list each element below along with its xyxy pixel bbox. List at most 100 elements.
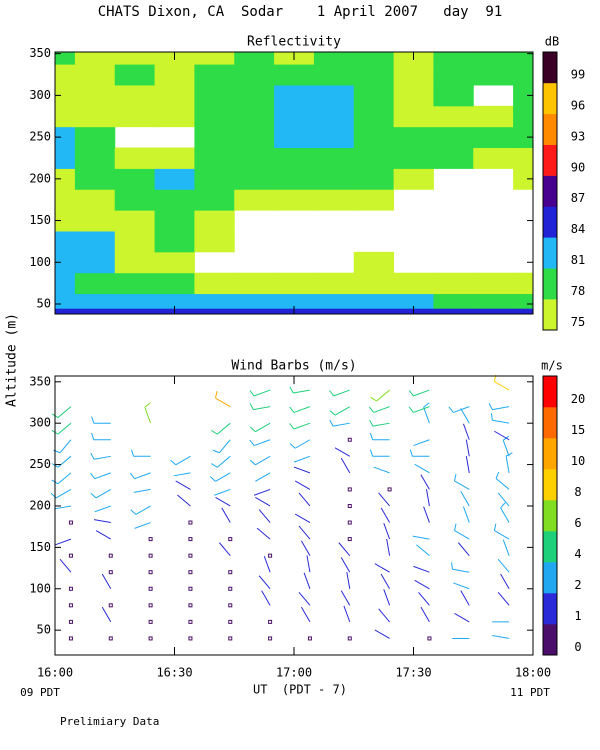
contour-cell <box>234 52 275 65</box>
colorbar-band <box>543 500 557 532</box>
wind-barb <box>298 591 311 606</box>
colorbar-label: 75 <box>571 315 585 329</box>
wind-barb <box>414 579 430 590</box>
contour-cell <box>114 105 156 128</box>
wind-barb <box>493 523 510 540</box>
contour-cell <box>194 147 235 169</box>
wind-barb <box>454 612 470 623</box>
wind-barb <box>258 575 271 590</box>
calm-marker <box>148 603 153 608</box>
wind-barb <box>249 403 271 411</box>
calm-marker <box>108 603 113 608</box>
colorbar-band <box>543 438 557 470</box>
contour-cell <box>154 251 195 274</box>
y-tick-label: 250 <box>29 130 51 144</box>
wind-barb <box>505 452 513 473</box>
calm-marker <box>188 570 193 575</box>
wind-barb <box>493 374 510 391</box>
wind-barb <box>386 538 391 556</box>
wind-barb <box>454 523 470 540</box>
colorbar-label: 2 <box>574 578 581 592</box>
x-tick-label: 17:00 <box>276 666 312 680</box>
contour-cell <box>74 126 116 149</box>
colorbar-label: 96 <box>571 99 585 113</box>
contour-cell <box>393 272 434 295</box>
wind-barb <box>303 572 311 589</box>
contour-cell <box>154 168 195 190</box>
wind-barb <box>451 562 470 573</box>
calm-marker <box>148 570 153 575</box>
contour-cell <box>74 52 116 65</box>
wind-barb <box>256 527 271 540</box>
calm-marker <box>108 570 113 575</box>
colorbar-label: 1 <box>574 609 581 623</box>
contour-cell <box>194 105 235 128</box>
x-axis-label: UT (PDT - 7) <box>253 683 347 697</box>
calm-marker <box>188 537 193 542</box>
contour-cell <box>313 64 355 86</box>
contour-cell <box>274 84 315 107</box>
contour-cell <box>74 64 116 86</box>
contour-cell <box>393 147 434 169</box>
wind-barb <box>298 525 311 540</box>
contour-cell <box>154 230 195 253</box>
wind-barb <box>460 590 470 606</box>
contour-cell <box>114 308 156 315</box>
calm-marker <box>148 636 153 641</box>
contour-cell <box>55 251 76 274</box>
y-tick-label: 50 <box>37 296 51 310</box>
wind-barb <box>130 449 151 457</box>
contour-cell <box>433 52 474 65</box>
x-tick-label: 18:00 <box>515 666 551 680</box>
wind-barb <box>170 455 191 466</box>
contour-cell <box>513 84 534 107</box>
colorbar-band <box>543 469 557 501</box>
wind-barb <box>340 590 351 606</box>
contour-cell <box>433 64 474 86</box>
y-tick-label: 300 <box>29 416 51 430</box>
contour-cell <box>114 230 156 253</box>
contour-cell <box>114 189 156 211</box>
contour-cell <box>55 84 76 107</box>
calm-marker <box>148 537 153 542</box>
wind-barb <box>249 439 271 447</box>
colorbar-label: 0 <box>574 640 581 654</box>
y-tick-label: 250 <box>29 457 51 471</box>
wind-barb <box>369 449 390 457</box>
colorbar-band <box>543 531 557 563</box>
contour-cell <box>313 147 355 169</box>
wind-barb <box>289 439 311 449</box>
wind-barb <box>454 473 470 490</box>
wind-barb <box>90 488 112 499</box>
colorbar-band <box>543 562 557 594</box>
contour-cell <box>154 210 195 232</box>
contour-cell <box>234 293 275 309</box>
wind-barb <box>54 538 72 546</box>
wind-barb <box>343 605 351 623</box>
calm-marker <box>347 437 352 442</box>
contour-cell <box>55 293 76 309</box>
contour-cell <box>353 126 395 149</box>
contour-cell <box>353 147 395 169</box>
contour-cell <box>74 308 116 315</box>
wind-barb <box>497 558 510 573</box>
wind-barb <box>453 582 470 590</box>
wind-barb <box>258 509 271 523</box>
left-note: 09 PDT <box>20 686 60 699</box>
colorbar-unit: dB <box>545 35 559 49</box>
calm-marker <box>427 636 432 641</box>
colorbar-label: 78 <box>571 284 585 298</box>
wind-barb <box>448 406 470 413</box>
calm-marker <box>228 586 233 591</box>
contour-cell <box>234 84 275 107</box>
contour-cell <box>274 126 315 149</box>
contour-cell <box>55 210 76 232</box>
right-note: 11 PDT <box>510 686 550 699</box>
wind-barb <box>329 389 350 397</box>
wind-barb <box>249 455 271 466</box>
wind-barb <box>298 492 311 507</box>
y-tick-label: 350 <box>29 46 51 60</box>
contour-cell <box>513 52 534 65</box>
colorbar-label: 20 <box>571 392 585 406</box>
